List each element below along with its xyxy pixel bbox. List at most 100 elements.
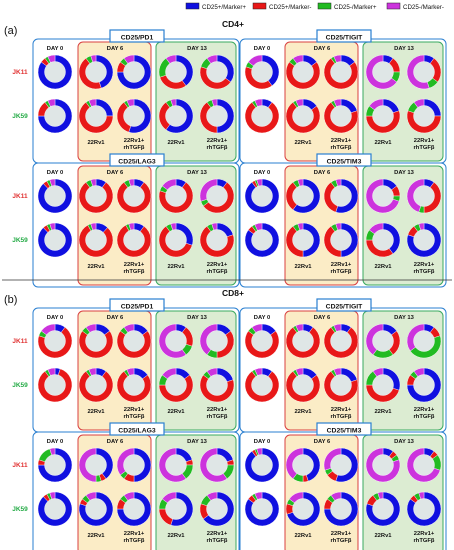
day6-label: DAY 6 — [107, 439, 124, 445]
pie-hole — [44, 105, 66, 127]
pie-hole — [372, 498, 394, 520]
condition-label: 22Rv1+ — [124, 407, 145, 413]
pie-chart — [78, 178, 114, 214]
panel-title-box — [109, 422, 165, 436]
pie-chart — [158, 222, 194, 258]
condition-label: 22Rv1 — [87, 264, 105, 270]
condition-label: 22Rv1+ — [207, 262, 228, 268]
pie-chart — [199, 491, 235, 527]
pie-chart — [244, 323, 280, 359]
pie-chart — [406, 178, 442, 214]
pie-hole — [372, 229, 394, 251]
pie-chart — [199, 447, 235, 483]
pie-chart — [199, 323, 235, 359]
panel-title-box — [316, 29, 372, 43]
condition-label: rhTGFβ — [124, 538, 145, 544]
pie-hole — [413, 330, 435, 352]
condition-label: 22Rv1+ — [124, 262, 145, 268]
pie-hole — [330, 185, 352, 207]
pie-hole — [206, 454, 228, 476]
pie-hole — [330, 229, 352, 251]
pie-hole — [372, 185, 394, 207]
pie-chart — [78, 447, 114, 483]
pie-chart — [406, 98, 442, 134]
pie-hole — [206, 374, 228, 396]
pie-hole — [372, 61, 394, 83]
pie-chart — [116, 367, 152, 403]
condition-label: rhTGFβ — [414, 414, 435, 420]
day0-label: DAY 0 — [47, 315, 63, 321]
pie-chart — [158, 98, 194, 134]
pie-chart — [78, 323, 114, 359]
pie-chart — [78, 98, 114, 134]
condition-label: 22Rv1+ — [207, 531, 228, 537]
pie-chart — [37, 323, 73, 359]
legend-label: CD25-/Marker+ — [334, 4, 377, 11]
pie-hole — [413, 61, 435, 83]
day6-label: DAY 6 — [107, 315, 124, 321]
pie-hole — [330, 105, 352, 127]
pie-hole — [292, 105, 314, 127]
panel-title-box — [316, 422, 372, 436]
pie-hole — [330, 61, 352, 83]
pie-chart — [406, 447, 442, 483]
condition-label: 22Rv1+ — [414, 407, 435, 413]
pie-hole — [85, 229, 107, 251]
pie-hole — [85, 105, 107, 127]
pie-hole — [206, 105, 228, 127]
pie-hole — [292, 185, 314, 207]
pie-hole — [292, 330, 314, 352]
condition-label: 22Rv1+ — [207, 407, 228, 413]
condition-label: 22Rv1 — [167, 533, 185, 539]
section-letter: (b) — [4, 294, 17, 306]
condition-label: rhTGFβ — [124, 145, 145, 151]
condition-label: 22Rv1 — [374, 264, 392, 270]
pie-chart — [158, 491, 194, 527]
pie-chart — [116, 54, 152, 90]
pie-chart — [285, 447, 321, 483]
pie-chart — [158, 367, 194, 403]
row-label: JK59 — [12, 506, 28, 513]
pie-chart — [116, 98, 152, 134]
pie-chart — [244, 491, 280, 527]
condition-label: rhTGFβ — [124, 269, 145, 275]
pie-chart — [78, 54, 114, 90]
pie-chart — [406, 54, 442, 90]
condition-label: 22Rv1+ — [331, 138, 352, 144]
pie-hole — [85, 185, 107, 207]
condition-label: 22Rv1 — [87, 533, 105, 539]
pie-chart — [323, 323, 359, 359]
condition-label: rhTGFβ — [414, 145, 435, 151]
pie-chart — [323, 367, 359, 403]
pie-chart — [323, 98, 359, 134]
row-label: JK59 — [12, 237, 28, 244]
row-label: JK11 — [12, 193, 28, 200]
condition-label: 22Rv1+ — [207, 138, 228, 144]
condition-label: rhTGFβ — [331, 414, 352, 420]
day6-label: DAY 6 — [314, 170, 331, 176]
pie-hole — [251, 454, 273, 476]
pie-hole — [85, 498, 107, 520]
condition-label: rhTGFβ — [207, 414, 228, 420]
pie-hole — [251, 498, 273, 520]
condition-label: 22Rv1+ — [124, 138, 145, 144]
pie-chart — [323, 178, 359, 214]
legend-label: CD25+/Marker+ — [202, 4, 246, 11]
legend: CD25+/Marker+ CD25+/Marker- CD25-/Marker+ C… — [185, 2, 444, 11]
panel-title-box — [109, 153, 165, 167]
pie-chart — [158, 447, 194, 483]
sections: (a) CD4+ CD25/PD1 DAY 0 DAY 6 DAY 13 22Rv1 22Rv… — [2, 19, 452, 550]
day13-label: DAY 13 — [394, 46, 414, 52]
pie-chart — [37, 367, 73, 403]
condition-label: rhTGFβ — [207, 145, 228, 151]
pie-hole — [330, 374, 352, 396]
day0-label: DAY 0 — [254, 170, 270, 176]
condition-label: 22Rv1 — [167, 264, 185, 270]
day6-label: DAY 6 — [107, 46, 124, 52]
day13-label: DAY 13 — [394, 315, 414, 321]
pie-chart — [406, 491, 442, 527]
pie-chart — [285, 98, 321, 134]
pie-chart — [199, 367, 235, 403]
